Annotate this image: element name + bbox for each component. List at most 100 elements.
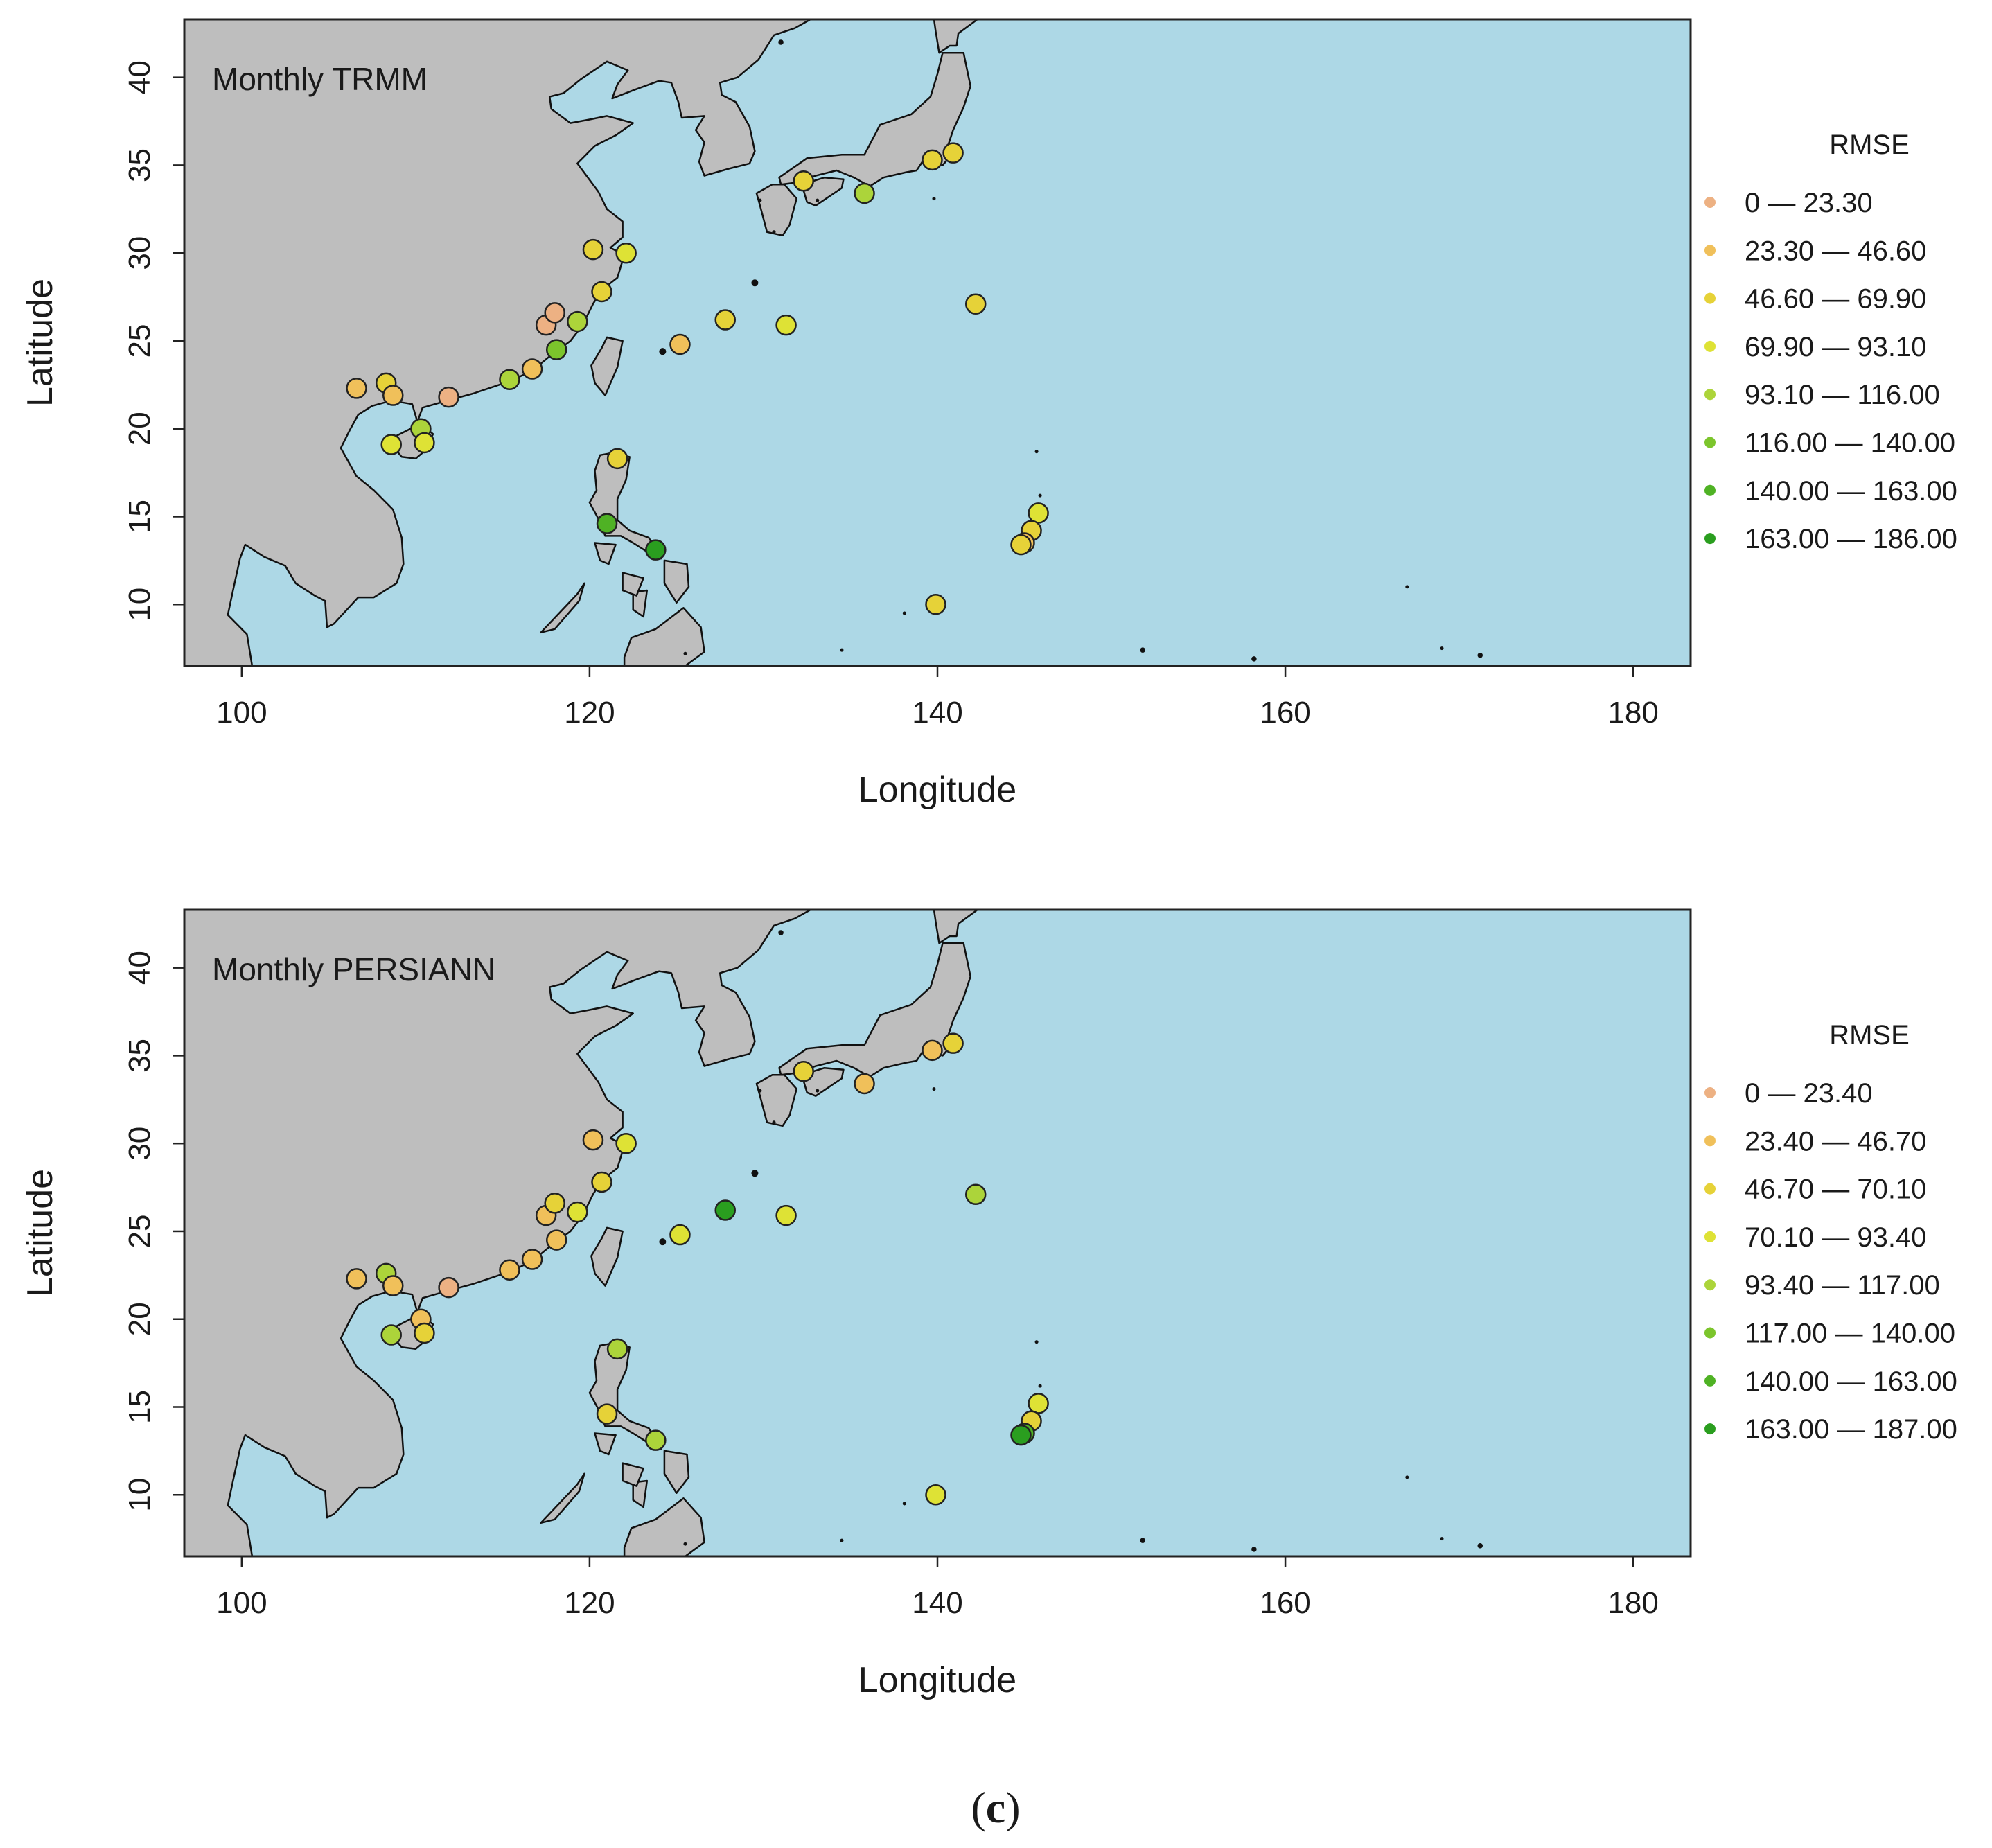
island-19: [816, 198, 820, 202]
land-mindanao: [623, 607, 705, 666]
station-point: [854, 1073, 875, 1095]
legend-label: 46.70 — 70.10: [1745, 1174, 1926, 1205]
legend-swatch: [1704, 1423, 1716, 1435]
station-point: [582, 1129, 604, 1151]
legend-label: 163.00 — 187.00: [1745, 1414, 1957, 1445]
station-point: [793, 1061, 814, 1082]
map-area: [184, 19, 1483, 666]
island-17: [1477, 1543, 1483, 1549]
island-4: [659, 1238, 667, 1246]
caption-text: (c): [971, 1783, 1020, 1832]
x-axis-title: Longitude: [858, 770, 1016, 810]
x-tick-label: 120: [564, 696, 615, 730]
station-point: [414, 432, 435, 454]
legend-swatch: [1704, 1183, 1716, 1195]
island-13: [840, 1538, 844, 1542]
island-10: [932, 1087, 936, 1091]
island-19: [816, 1089, 820, 1093]
station-point: [793, 170, 814, 192]
station-point: [942, 142, 964, 164]
legend-label: 116.00 — 140.00: [1745, 428, 1955, 459]
island-14: [1140, 1538, 1145, 1543]
station-point: [380, 434, 402, 455]
station-point: [567, 1201, 588, 1223]
station-point: [615, 1132, 637, 1154]
station-point: [499, 369, 520, 390]
island-0: [778, 39, 784, 45]
y-axis: 10 15 20 25 30 35 40 Latitude: [20, 60, 186, 622]
legend-label: 117.00 — 140.00: [1745, 1319, 1955, 1349]
legend-swatch: [1704, 245, 1716, 256]
island-20: [758, 1089, 762, 1093]
island-9: [1038, 1384, 1042, 1388]
station-point: [521, 1249, 543, 1270]
legend-swatch: [1704, 292, 1716, 304]
y-axis-title: Latitude: [20, 279, 60, 407]
land-negros: [632, 589, 649, 618]
land-hokkaido: [933, 19, 978, 54]
island-20: [758, 198, 762, 202]
panel-trmm: Monthly TRMM 100 120 140 160 180 Longitude 10 15…: [20, 18, 1957, 810]
x-tick-label: 120: [564, 1586, 615, 1620]
legend-swatch: [1704, 1375, 1716, 1387]
legend-swatch: [1704, 389, 1716, 401]
x-tick-label: 140: [912, 696, 962, 730]
island-8: [1034, 1340, 1039, 1344]
station-point: [775, 1204, 797, 1226]
station-point: [1010, 1424, 1032, 1446]
station-point: [645, 539, 667, 561]
station-point: [606, 448, 628, 470]
legend-label: 140.00 — 163.00: [1745, 476, 1957, 507]
x-axis: 100 120 140 160 180 Longitude: [216, 1555, 1659, 1700]
caption: (c): [971, 1783, 1020, 1832]
station-point: [1028, 502, 1049, 524]
legend: RMSE 0 — 23.30 23.30 — 46.60 46.60 — 69.90 6…: [1704, 130, 1957, 554]
land-palawan: [540, 582, 585, 634]
station-point: [669, 333, 691, 355]
legend-label: 163.00 — 186.00: [1745, 524, 1957, 554]
station-point: [714, 309, 736, 331]
station-point: [346, 378, 367, 399]
station-point: [380, 1324, 402, 1346]
x-axis-title: Longitude: [858, 1660, 1016, 1700]
station-point: [382, 1275, 404, 1296]
legend-swatch: [1704, 340, 1716, 352]
y-tick-label: 35: [123, 1039, 157, 1073]
legend-label: 46.60 — 69.90: [1745, 284, 1926, 315]
island-22: [772, 230, 776, 234]
panel-title: Monthly PERSIANN: [212, 951, 495, 987]
legend-swatch: [1704, 1087, 1716, 1098]
station-point: [775, 314, 797, 336]
island-21: [683, 1542, 687, 1546]
y-tick-label: 30: [123, 1127, 157, 1161]
station-point: [714, 1199, 736, 1221]
land-negros: [632, 1479, 649, 1508]
y-tick-label: 40: [123, 60, 157, 94]
station-point: [925, 1484, 946, 1506]
y-tick-label: 10: [123, 588, 157, 622]
legend-swatch: [1704, 1327, 1716, 1339]
land-kyushu: [755, 184, 797, 237]
panel-title: Monthly TRMM: [212, 61, 428, 97]
x-tick-label: 100: [216, 1586, 267, 1620]
y-axis-title: Latitude: [20, 1169, 60, 1297]
legend-label: 0 — 23.40: [1745, 1078, 1873, 1109]
island-4: [659, 348, 667, 355]
x-tick-label: 160: [1260, 696, 1310, 730]
station-point: [545, 339, 567, 360]
island-13: [840, 648, 844, 652]
station-point: [925, 594, 946, 615]
x-tick-label: 140: [912, 1586, 962, 1620]
land-palawan: [540, 1472, 585, 1524]
legend-swatch: [1704, 1135, 1716, 1147]
y-tick-label: 10: [123, 1478, 157, 1512]
x-axis: 100 120 140 160 180 Longitude: [216, 665, 1659, 810]
y-tick-label: 25: [123, 324, 157, 358]
legend-label: 93.40 — 117.00: [1745, 1270, 1940, 1301]
island-16: [1405, 585, 1409, 589]
island-15: [1251, 656, 1257, 662]
island-18: [1440, 646, 1444, 651]
legend-label: 140.00 — 163.00: [1745, 1366, 1957, 1397]
station-point: [964, 293, 987, 315]
